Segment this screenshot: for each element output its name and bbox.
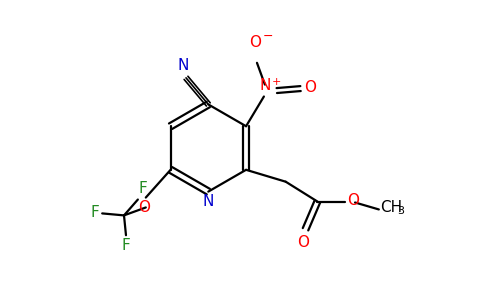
Text: −: − xyxy=(263,30,273,43)
Text: N: N xyxy=(177,58,189,73)
Text: F: F xyxy=(139,181,148,196)
Text: F: F xyxy=(121,238,130,253)
Text: O: O xyxy=(249,35,261,50)
Text: CH: CH xyxy=(380,200,402,215)
Text: +: + xyxy=(272,76,281,87)
Text: F: F xyxy=(91,205,99,220)
Text: N: N xyxy=(203,194,214,208)
Text: O: O xyxy=(138,200,150,214)
Text: 3: 3 xyxy=(398,206,405,216)
Text: O: O xyxy=(304,80,317,95)
Text: O: O xyxy=(347,193,359,208)
Text: O: O xyxy=(298,235,310,250)
Text: N: N xyxy=(259,77,271,92)
